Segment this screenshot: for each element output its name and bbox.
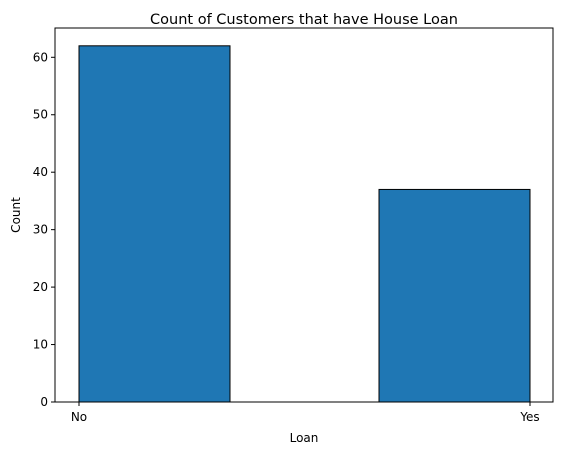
y-tick-label: 40	[33, 165, 48, 179]
y-tick-label: 60	[33, 50, 48, 64]
x-axis-ticks: No Yes	[71, 402, 540, 424]
x-axis-label: Loan	[290, 431, 319, 445]
y-tick-label: 30	[33, 223, 48, 237]
y-tick-label: 10	[33, 338, 48, 352]
y-axis-label: Count	[9, 197, 23, 233]
bar-yes	[378, 188, 531, 403]
y-tick-label: 0	[40, 395, 48, 409]
chart-title: Count of Customers that have House Loan	[150, 12, 458, 28]
x-tick-label-no: No	[71, 410, 87, 424]
bars-group	[78, 45, 531, 403]
y-axis-ticks: 0 10 20 30 40 50 60	[33, 50, 55, 409]
x-tick-label-yes: Yes	[519, 410, 539, 424]
y-tick-label: 20	[33, 280, 48, 294]
bar-no	[78, 45, 231, 403]
y-tick-label: 50	[33, 108, 48, 122]
plot-frame	[54, 27, 554, 403]
